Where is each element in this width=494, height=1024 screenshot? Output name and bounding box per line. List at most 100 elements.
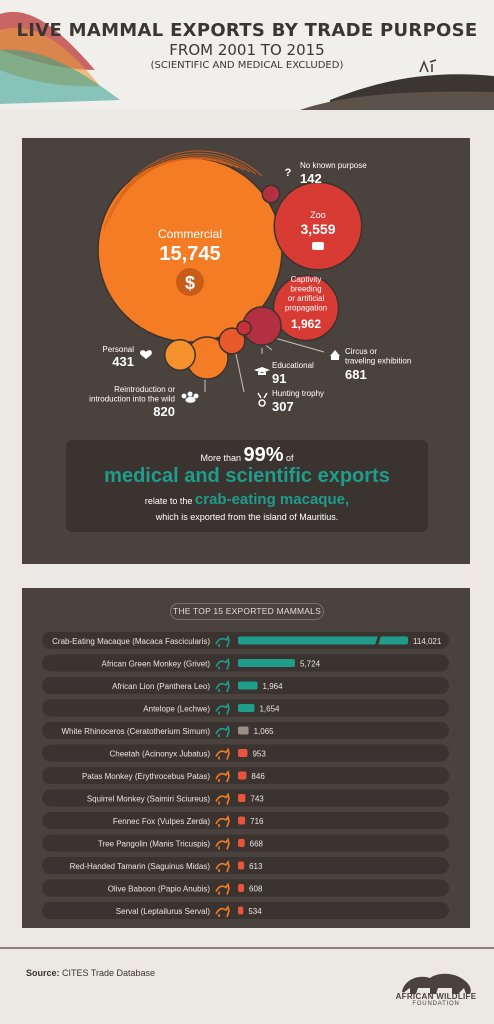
bar — [238, 704, 255, 712]
animal-icon — [215, 882, 230, 895]
source-label: Source: — [26, 968, 60, 978]
animal-icon — [215, 635, 230, 648]
bar-row: Olive Baboon (Papio Anubis) 608 — [42, 879, 449, 897]
bubble-educational — [236, 320, 252, 336]
bar — [238, 681, 258, 690]
value-commercial: 15,745 — [159, 243, 220, 265]
decorative-arc — [121, 153, 257, 195]
label-noknown: No known purpose — [300, 161, 367, 170]
bar-category-label: Crab-Eating Macaque (Macaca Fascicularis… — [52, 637, 210, 646]
footer-divider — [0, 947, 494, 949]
bar — [238, 884, 245, 892]
label-hunting: Hunting trophy — [272, 389, 324, 398]
bar-value-label: 743 — [250, 795, 264, 804]
bar-value-label: 668 — [250, 840, 264, 849]
bar-row: Squirrel Monkey (Saimiri Sciureus) 743 — [42, 789, 449, 807]
dollar-icon: $ — [185, 273, 195, 293]
animal-icon — [215, 747, 230, 760]
logo-name: AFRICAN WILDLIFE — [395, 992, 477, 1001]
callout-line3-teal: crab-eating macaque, — [194, 491, 350, 508]
callout-post: of — [283, 453, 294, 463]
label-captivity: breeding — [290, 285, 321, 294]
callout-box: More than 99% of medical and scientific … — [66, 440, 428, 532]
label-reintroduction: Reintroduction or — [114, 385, 175, 394]
bar-chart-title: THE TOP 15 EXPORTED MAMMALS — [170, 603, 324, 620]
bar-category-label: Patas Monkey (Erythrocebus Patas) — [82, 772, 210, 781]
label-commercial: Commercial — [158, 227, 222, 241]
value-noknown: 142 — [300, 171, 322, 186]
bar-category-label: Antelope (Lechwe) — [143, 705, 210, 714]
bar-value-label: 953 — [252, 750, 266, 759]
bar — [238, 794, 246, 802]
question-icon-glyph: ? — [285, 167, 292, 179]
bar-row: African Lion (Panthera Leo) 1,964 — [42, 677, 449, 694]
value-zoo: 3,559 — [300, 221, 335, 237]
bar-row: Cheetah (Acinonyx Jubatus) 953 — [42, 744, 449, 762]
bar — [238, 636, 408, 645]
graduation-cap-icon — [254, 367, 270, 375]
bar-category-label: African Lion (Panthera Leo) — [112, 682, 210, 691]
elephant-logo-icon — [402, 973, 471, 994]
value-captivity: 1,962 — [291, 317, 321, 331]
bar-row-bg — [42, 879, 449, 897]
paw-icon — [181, 391, 199, 403]
bar-category-label: Tree Pangolin (Manis Tricuspis) — [98, 840, 211, 849]
bar-category-label: White Rhinoceros (Ceratotherium Simum) — [62, 727, 211, 736]
bar — [238, 771, 247, 780]
axis-break — [374, 633, 382, 648]
bar-category-label: Fennec Fox (Vulpes Zerda) — [113, 817, 210, 826]
animal-icon — [215, 860, 230, 873]
bar-value-label: 1,065 — [254, 727, 275, 736]
bar-row-bg — [42, 857, 449, 874]
callout-line3-pre: relate to the — [144, 496, 195, 506]
callout-pre: More than — [200, 453, 244, 463]
bubble-noknown — [261, 184, 281, 204]
source: Source: CITES Trade Database — [26, 968, 155, 978]
value-personal: 431 — [112, 354, 134, 369]
bar-category-label: Serval (Leptailurus Serval) — [116, 907, 211, 916]
decorative-arc — [118, 155, 251, 201]
bubble-captivity — [272, 274, 340, 342]
cage-icon — [312, 242, 324, 250]
title-line3: (SCIENTIFIC AND MEDICAL EXCLUDED) — [150, 60, 344, 71]
bar-row: Red-Handed Tamarin (Saguinus Midas) 613 — [42, 857, 449, 874]
logo-sub: FOUNDATION — [412, 1001, 460, 1007]
bar-value-label: 1,964 — [263, 682, 284, 691]
bar-category-label: Red-Handed Tamarin (Saguinus Midas) — [70, 862, 211, 871]
label-captivity: propagation — [285, 304, 327, 313]
bar-row-bg — [42, 834, 449, 852]
bar-value-label: 613 — [249, 862, 263, 871]
bar-category-label: Olive Baboon (Papio Anubis) — [108, 885, 211, 894]
bar-row: African Green Monkey (Grivet) 5,724 — [42, 654, 449, 672]
bar — [238, 749, 248, 757]
bar — [238, 839, 245, 847]
bar-row: Crab-Eating Macaque (Macaca Fascicularis… — [42, 632, 449, 649]
bar-category-label: Squirrel Monkey (Saimiri Sciureus) — [87, 795, 210, 804]
bar-value-label: 608 — [249, 885, 263, 894]
label-zoo: Zoo — [310, 210, 326, 220]
animal-icon — [215, 815, 230, 828]
label-circus: Circus or — [345, 347, 377, 356]
label-captivity: or artificial — [288, 294, 325, 303]
callout-line4: which is exported from the island of Mau… — [155, 512, 339, 522]
dollar-icon-bg — [176, 268, 204, 296]
label-personal: Personal — [102, 345, 134, 354]
bar-row: Patas Monkey (Erythrocebus Patas) 846 — [42, 767, 449, 784]
label-circus: traveling exhibition — [345, 357, 411, 366]
bar-value-label: 5,724 — [300, 660, 321, 669]
bar-row: Antelope (Lechwe) 1,654 — [42, 699, 449, 717]
title-line2: FROM 2001 TO 2015 — [169, 41, 325, 59]
decorative-arc — [124, 150, 263, 189]
value-hunting: 307 — [272, 399, 294, 414]
bar-value-label: 1,654 — [259, 705, 280, 714]
decorative-arc — [115, 156, 245, 207]
label-captivity: Captivity — [291, 275, 322, 284]
trophy-icon — [257, 392, 268, 407]
bar-chart: Crab-Eating Macaque (Macaca Fascicularis… — [42, 632, 449, 919]
animal-icon — [215, 837, 230, 850]
bar-category-label: Cheetah (Acinonyx Jubatus) — [110, 750, 211, 759]
header: LIVE MAMMAL EXPORTS BY TRADE PURPOSE FRO… — [0, 0, 494, 110]
bar-row-bg — [42, 789, 449, 807]
bar-category-label: African Green Monkey (Grivet) — [102, 660, 211, 669]
